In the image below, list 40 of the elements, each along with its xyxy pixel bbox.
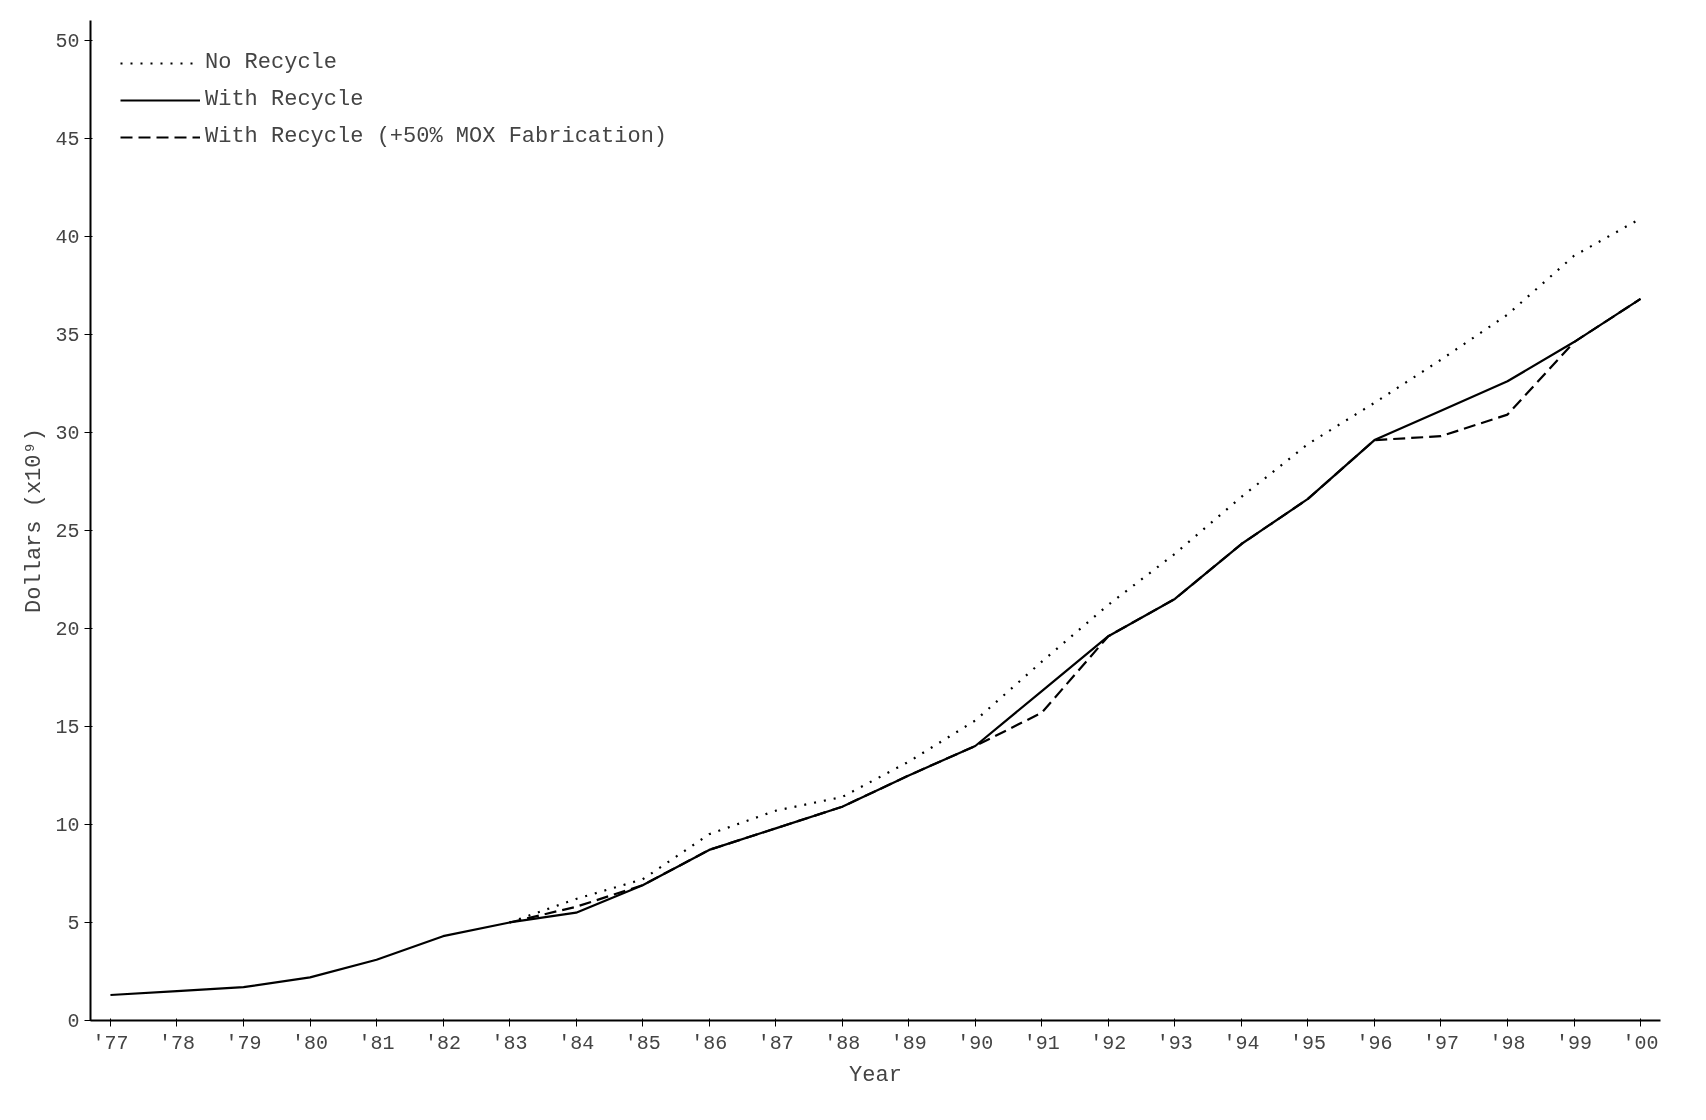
y-tick-label: 50 (55, 29, 80, 53)
legend-label: With Recycle (205, 87, 364, 112)
x-tick-label: '84 (558, 1031, 595, 1055)
y-tick-label: 15 (55, 715, 80, 739)
x-tick-label: '96 (1356, 1031, 1393, 1055)
legend-label: With Recycle (+50% MOX Fabrication) (205, 124, 668, 149)
x-tick-label: '00 (1622, 1031, 1659, 1055)
x-tick-label: '99 (1556, 1031, 1593, 1055)
y-tick-label: 40 (55, 225, 80, 249)
legend-label: No Recycle (205, 50, 338, 75)
x-tick-label: '93 (1156, 1031, 1193, 1055)
y-tick-label: 10 (55, 813, 80, 837)
x-tick-label: '82 (425, 1031, 462, 1055)
x-tick-label: '80 (292, 1031, 329, 1055)
x-tick-label: '86 (691, 1031, 728, 1055)
y-tick-label: 0 (67, 1010, 80, 1033)
y-axis-title: Dollars (x10⁹) (22, 428, 48, 613)
y-tick-label: 35 (55, 323, 80, 347)
x-tick-label: '91 (1023, 1031, 1060, 1055)
x-tick-label: '79 (225, 1031, 262, 1055)
x-tick-label: '78 (158, 1031, 195, 1055)
y-tick-label: 25 (55, 519, 80, 543)
x-tick-label: '98 (1489, 1031, 1526, 1055)
x-tick-label: '89 (890, 1031, 927, 1055)
x-tick-label: '87 (757, 1031, 794, 1055)
x-axis-title: Year (849, 1062, 902, 1088)
x-tick-label: '92 (1090, 1031, 1127, 1055)
x-tick-label: '77 (92, 1031, 129, 1055)
x-tick-label: '88 (824, 1031, 861, 1055)
y-tick-label: 20 (55, 617, 80, 641)
x-tick-label: '83 (491, 1031, 528, 1055)
x-tick-label: '90 (957, 1031, 994, 1055)
y-tick-label: 45 (55, 127, 80, 151)
x-tick-label: '95 (1289, 1031, 1326, 1055)
x-tick-label: '85 (624, 1031, 661, 1055)
y-tick-label: 5 (67, 911, 80, 935)
x-tick-label: '97 (1422, 1031, 1459, 1055)
x-tick-label: '94 (1223, 1031, 1260, 1055)
x-tick-label: '81 (358, 1031, 395, 1055)
y-tick-label: 30 (55, 421, 80, 445)
